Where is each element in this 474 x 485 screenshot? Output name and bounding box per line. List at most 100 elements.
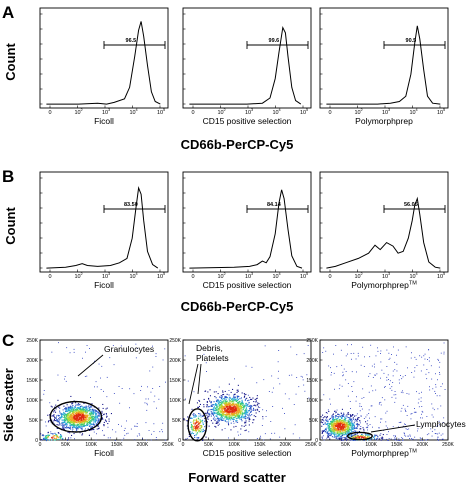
scatter-point <box>81 418 83 420</box>
scatter-point <box>356 436 358 438</box>
scatter-point <box>333 430 335 432</box>
scatter-point <box>74 418 76 420</box>
scatter-point <box>79 406 81 408</box>
scatter-point <box>81 426 83 428</box>
scatter-point <box>94 409 96 411</box>
scatter-point <box>330 428 332 430</box>
scatter-point <box>184 355 186 357</box>
scatter-point <box>343 426 345 428</box>
scatter-point <box>195 434 197 436</box>
scatter-point <box>206 406 208 408</box>
scatter-point <box>92 409 94 411</box>
scatter-point <box>52 436 54 438</box>
scatter-point <box>65 414 67 416</box>
scatter-point <box>244 394 246 396</box>
scatter-point <box>63 428 65 430</box>
scatter-point <box>66 404 68 406</box>
scatter-point <box>249 413 251 415</box>
scatter-point <box>337 420 339 422</box>
scatter-point <box>238 399 240 401</box>
scatter-point <box>220 415 222 417</box>
scatter-point <box>141 385 142 387</box>
scatter-point <box>420 397 422 399</box>
scatter-point <box>221 405 223 407</box>
scatter-point <box>357 418 359 420</box>
scatter-point <box>233 394 235 396</box>
scatter-point <box>330 434 332 436</box>
scatter-point <box>69 419 71 421</box>
scatter-point <box>247 414 249 416</box>
scatter-point <box>95 417 97 419</box>
x-tick-label: 10 <box>409 110 415 116</box>
scatter-point <box>327 434 329 436</box>
scatter-point <box>75 407 77 409</box>
scatter-point <box>322 435 324 437</box>
scatter-point <box>231 402 233 404</box>
x-tick-label: 10 <box>382 110 388 116</box>
scatter-point <box>380 361 382 363</box>
scatter-point <box>439 372 440 373</box>
scatter-point <box>349 419 351 421</box>
scatter-point <box>231 411 233 413</box>
scatter-point <box>214 410 216 412</box>
scatter-point <box>414 408 415 409</box>
scatter-point <box>338 435 340 437</box>
scatter-point <box>196 415 198 417</box>
scatter-point <box>405 435 407 437</box>
scatter-point <box>243 406 245 408</box>
scatter-point <box>204 418 206 420</box>
scatter-point <box>237 412 239 414</box>
scatter-point <box>55 438 57 440</box>
scatter-point <box>69 427 71 429</box>
scatter-point <box>343 368 345 370</box>
scatter-point <box>202 419 204 421</box>
scatter-point <box>83 415 85 417</box>
scatter-point <box>203 353 205 355</box>
scatter-point <box>248 417 250 419</box>
scatter-point <box>333 430 335 432</box>
scatter-point <box>250 411 252 413</box>
scatter-point <box>250 398 252 400</box>
subplot-label: Ficoll <box>94 116 114 126</box>
scatter-point <box>77 413 79 415</box>
scatter-point <box>217 417 219 419</box>
x-tick-label: 0 <box>191 274 194 280</box>
scatter-point <box>343 420 345 422</box>
scatter-point <box>346 424 348 426</box>
scatter-point <box>354 434 356 436</box>
scatter-point <box>77 413 79 415</box>
scatter-point <box>218 411 220 413</box>
scatter-point <box>91 408 93 410</box>
scatter-point <box>70 413 72 415</box>
scatter-point <box>353 437 355 439</box>
scatter-point <box>417 428 419 430</box>
scatter-point <box>78 412 80 414</box>
scatter-point <box>329 426 331 428</box>
scatter-point <box>46 437 48 439</box>
scatter-point <box>372 390 374 392</box>
scatter-point <box>347 424 349 426</box>
scatter-point <box>341 430 343 432</box>
scatter-point <box>351 422 353 424</box>
y-tick-label: 0 <box>178 438 181 444</box>
scatter-point <box>93 416 95 418</box>
scatter-point <box>76 417 78 419</box>
scatter-point <box>190 421 192 423</box>
scatter-point <box>256 438 258 439</box>
scatter-point <box>234 406 236 408</box>
scatter-point <box>336 416 338 418</box>
scatter-point <box>391 396 393 398</box>
panel-letter-a: A <box>2 3 14 22</box>
scatter-point <box>76 415 78 417</box>
scatter-point <box>327 435 329 437</box>
scatter-point <box>79 408 81 410</box>
scatter-point <box>204 426 206 428</box>
scatter-point <box>227 418 229 420</box>
scatter-point <box>401 378 403 380</box>
scatter-point <box>71 410 73 412</box>
scatter-point <box>228 410 230 412</box>
scatter-point <box>204 390 206 392</box>
scatter-point <box>324 422 326 424</box>
scatter-point <box>225 413 227 415</box>
scatter-point <box>228 394 230 396</box>
